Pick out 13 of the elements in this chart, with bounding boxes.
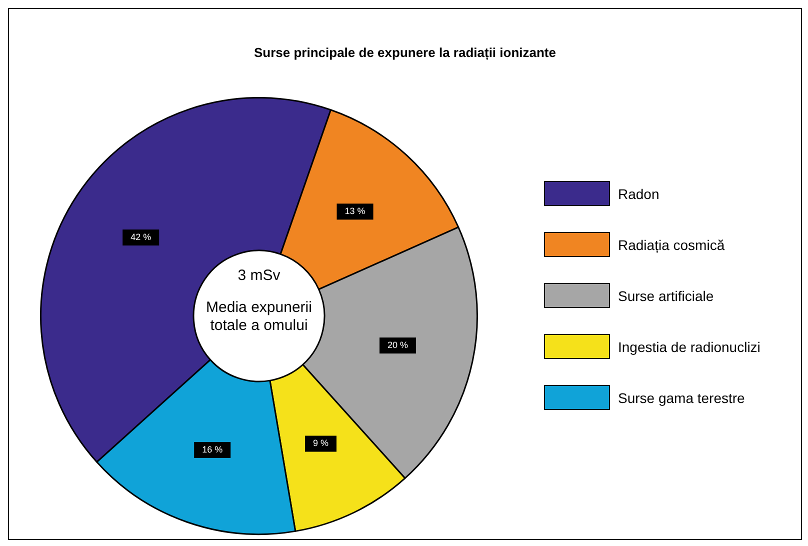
legend-label: Radiația cosmică [618, 236, 725, 252]
legend-label: Ingestia de radionuclizi [618, 338, 760, 354]
data-label: 13 % [344, 206, 366, 216]
data-label: 9 % [312, 438, 328, 448]
legend-label: Surse artificiale [618, 288, 714, 304]
data-label: 16 % [202, 444, 223, 454]
chart-title: Surse principale de expunere la radiații ionizante [253, 45, 557, 60]
legend-label: Radon [618, 186, 660, 202]
text: 3 mSv [236, 267, 282, 285]
data-label: 20 % [388, 340, 408, 350]
legend-label: Surse gama terestre [618, 390, 745, 406]
data-label: 42 % [130, 232, 152, 242]
text: Media expunerii totale a omului [205, 299, 313, 335]
